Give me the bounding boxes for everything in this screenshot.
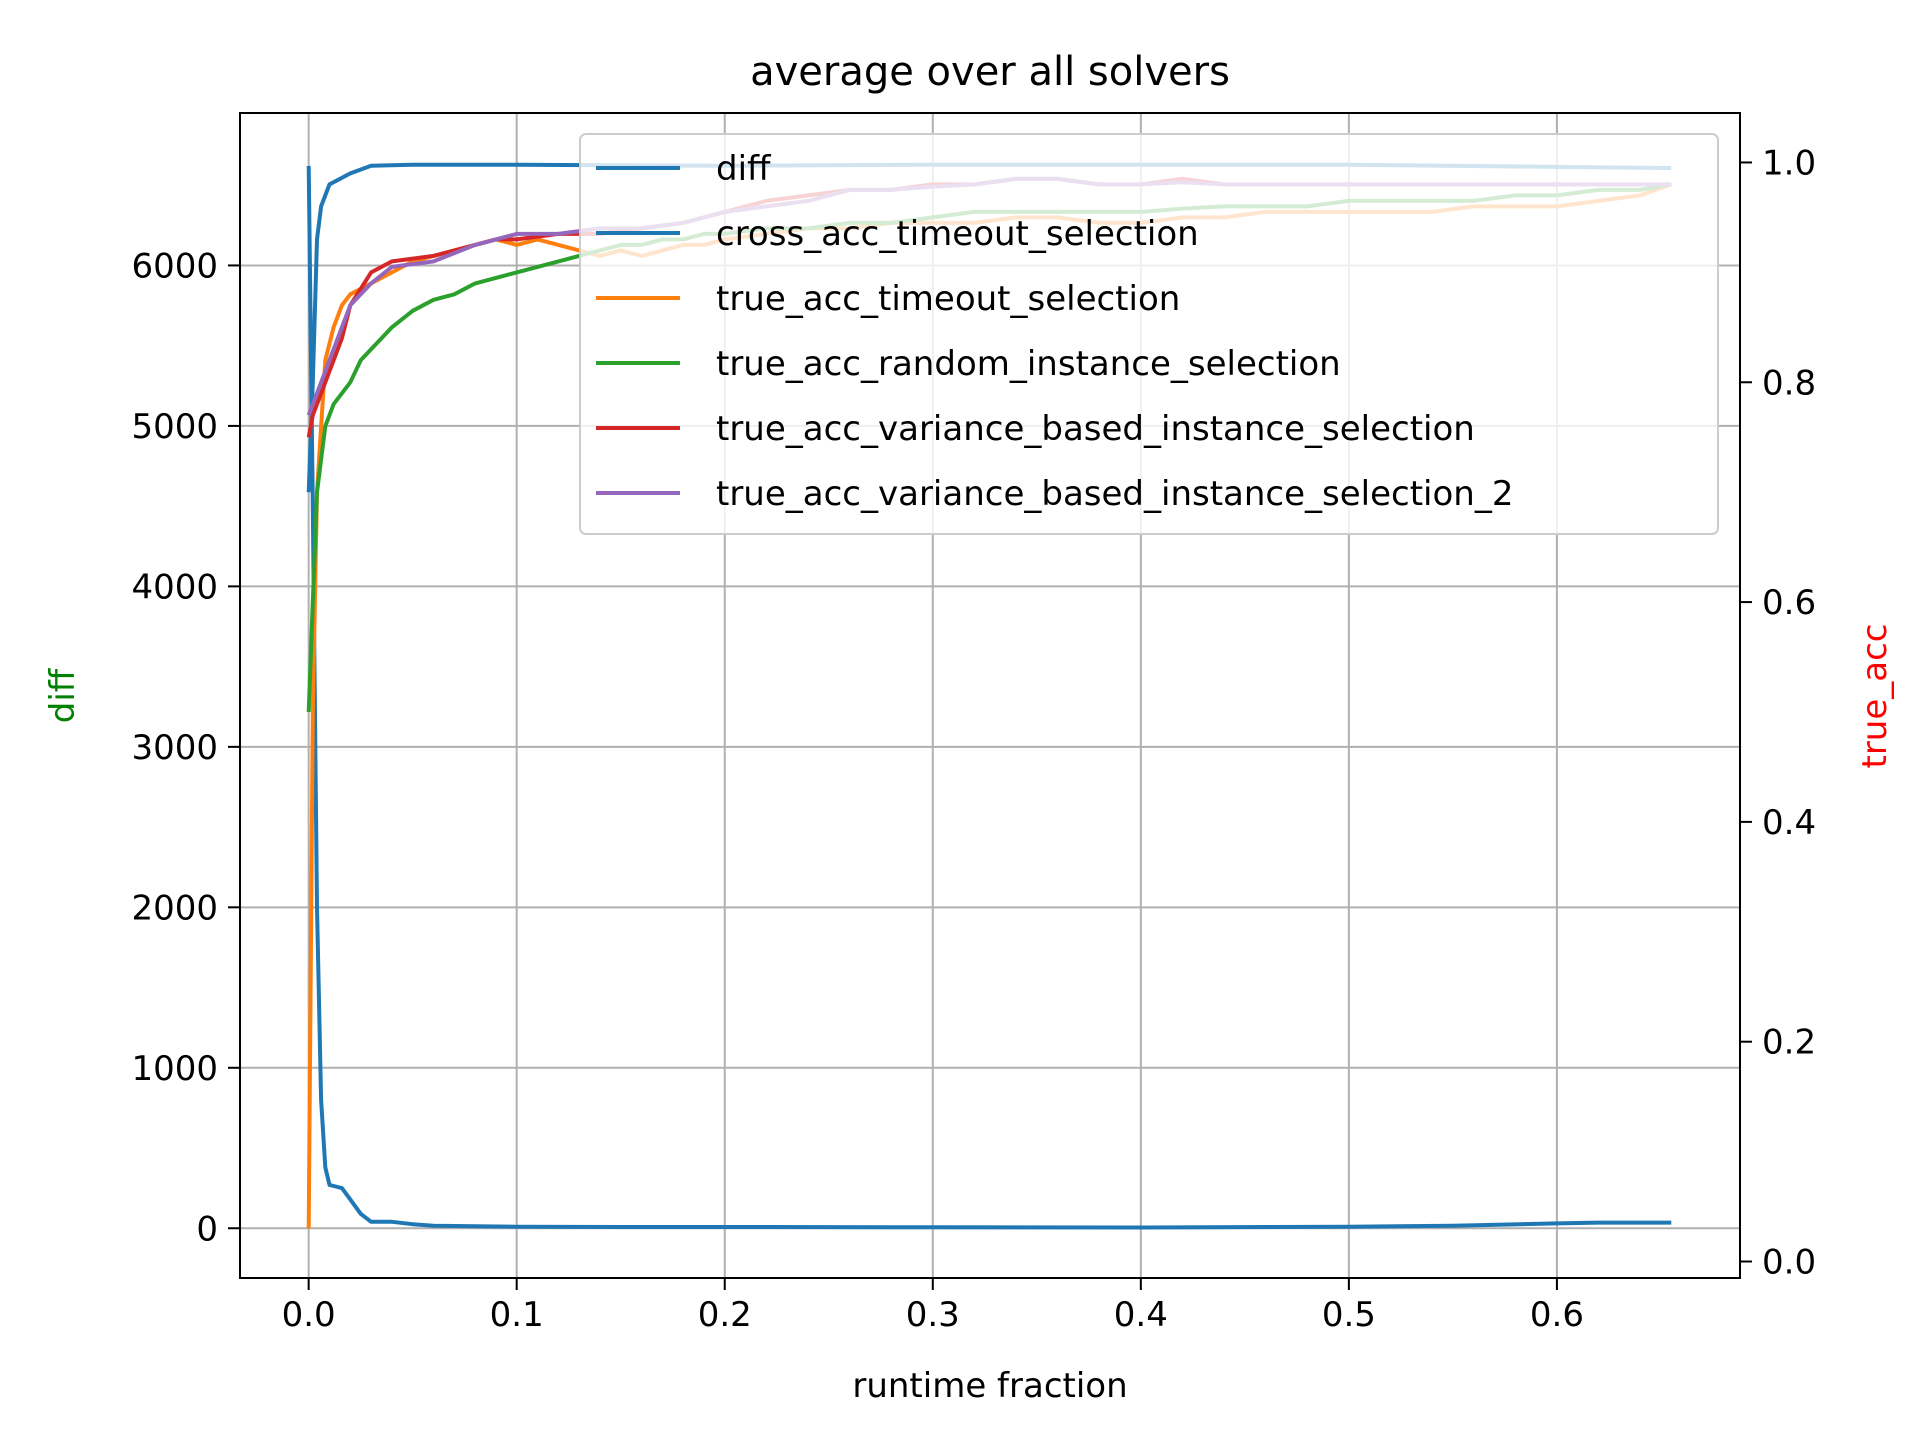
y-right-tick-label: 0.0: [1762, 1243, 1816, 1283]
y-left-tick-label: 4000: [131, 567, 218, 607]
y-left-tick-label: 3000: [131, 728, 218, 768]
x-tick-label: 0.4: [1114, 1295, 1168, 1335]
x-tick-label: 0.3: [906, 1295, 960, 1335]
x-tick-label: 0.6: [1530, 1295, 1584, 1335]
y-left-tick-label: 1000: [131, 1049, 218, 1089]
legend-label: true_acc_timeout_selection: [716, 279, 1180, 319]
legend-label: diff: [716, 149, 772, 189]
y-right-tick-label: 0.8: [1762, 363, 1816, 403]
legend-label: true_acc_variance_based_instance_selecti…: [716, 474, 1514, 514]
y-axis-left: 0 1000 2000 3000 4000 5000 6000: [131, 246, 240, 1249]
x-tick-label: 0.1: [490, 1295, 544, 1335]
legend-label: true_acc_variance_based_instance_selecti…: [716, 409, 1475, 449]
x-axis-label: runtime fraction: [852, 1366, 1127, 1406]
x-axis: 0.0 0.1 0.2 0.3 0.4 0.5 0.6: [282, 1278, 1584, 1335]
y-left-tick-label: 6000: [131, 246, 218, 286]
y-axis-left-label: diff: [43, 667, 83, 723]
x-tick-label: 0.5: [1322, 1295, 1376, 1335]
legend: diff cross_acc_timeout_selection true_acc_…: [579, 133, 1719, 535]
x-tick-label: 0.2: [698, 1295, 752, 1335]
y-right-tick-label: 1.0: [1762, 143, 1816, 183]
y-right-tick-label: 0.4: [1762, 803, 1816, 843]
series-line-diff: [306, 165, 1672, 1230]
y-left-tick-label: 2000: [131, 888, 218, 928]
y-left-tick-label: 0: [196, 1209, 218, 1249]
y-axis-right: 0.0 0.2 0.4 0.6 0.8 1.0: [1740, 143, 1816, 1283]
y-right-tick-label: 0.6: [1762, 583, 1816, 623]
chart-title: average over all solvers: [750, 49, 1230, 95]
legend-label: true_acc_random_instance_selection: [716, 344, 1341, 384]
y-right-tick-label: 0.2: [1762, 1023, 1816, 1063]
legend-frame: [579, 133, 1719, 535]
y-axis-right-label: true_acc: [1855, 624, 1895, 769]
legend-label: cross_acc_timeout_selection: [716, 214, 1199, 254]
x-tick-label: 0.0: [282, 1295, 336, 1335]
plot-frame: [239, 112, 1741, 1279]
y-left-tick-label: 5000: [131, 407, 218, 447]
